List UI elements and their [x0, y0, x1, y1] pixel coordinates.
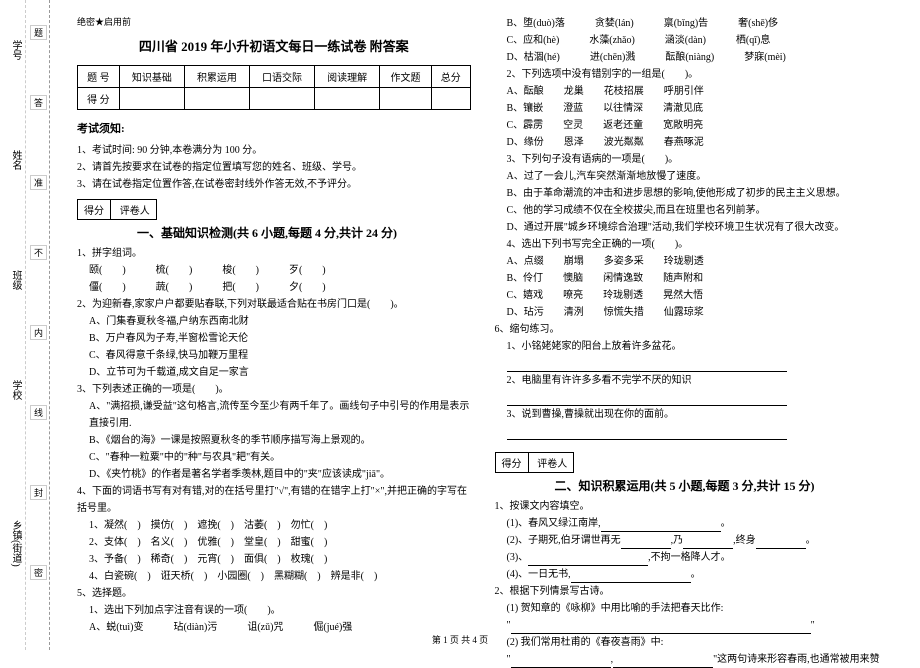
c2-l10: A、过了一会儿,汽车突然渐渐地放慢了速度。: [495, 168, 889, 185]
s2-q1b: (2)、子期死,伯牙谓世再无,乃,终身。: [495, 532, 889, 549]
c2-l4: 2、下列选项中没有错别字的一组是( )。: [495, 66, 889, 83]
q4: 4、下面的词语书写有对有错,对的在括号里打"√",有错的在错字上打"×",并把正…: [77, 483, 471, 517]
margin-xian: 线: [30, 405, 47, 420]
margin-banji: 班级: [8, 270, 23, 290]
margin-mi: 密: [30, 565, 47, 580]
section1-score-box: 得分 评卷人: [77, 199, 157, 220]
s2-score-label2: 评卷人: [531, 453, 573, 472]
secret-label: 绝密★启用前: [77, 15, 471, 28]
q1b: 僵( ) 蔬( ) 把( ) 夕( ): [77, 279, 471, 296]
c2-l7: C、霹雳 空灵 返老还童 宽敞明亮: [495, 117, 889, 134]
s2-q1: 1、按课文内容填空。: [495, 498, 889, 515]
score-c2: 积累运用: [184, 66, 249, 88]
score-h2: 得 分: [78, 88, 120, 110]
s1-score-label1: 得分: [78, 200, 111, 219]
margin-xuehao: 学号: [8, 40, 23, 60]
s2-q1a: (1)、春风又绿江南岸,。: [495, 515, 889, 532]
c2-l8: D、缘份 恩泽 波光粼粼 春燕啄泥: [495, 134, 889, 151]
score-table: 题 号 知识基础 积累运用 口语交际 阅读理解 作文题 总分 得 分: [77, 65, 471, 110]
exam-title: 四川省 2019 年小升初语文每日一练试卷 附答案: [77, 36, 471, 55]
c2-l9: 3、下列句子没有语病的一项是( )。: [495, 151, 889, 168]
q3a: A、"满招损,谦受益"这句格言,流传至今至少有两千年了。画线句子中引号的作用是表…: [77, 398, 471, 432]
c2-l3: D、枯涸(hé) 进(chēn)溅 酝酿(niàng) 梦寐(mèi): [495, 49, 889, 66]
notice-l1: 1、考试时间: 90 分钟,本卷满分为 100 分。: [77, 142, 471, 159]
margin-feng: 封: [30, 485, 47, 500]
margin-ti: 题: [30, 25, 47, 40]
q3d: D、《夹竹桃》的作者是著名学者季羡林,题目中的"夹"应该读成"jiā"。: [77, 466, 471, 483]
s2-q1d: (4)、一日无书,。: [495, 566, 889, 583]
c2-l13: D、通过开展"城乡环境综合治理"活动,我们学校环境卫生状况有了很大改变。: [495, 219, 889, 236]
q2c: C、春风得意千条绿,快马加鞭万里程: [77, 347, 471, 364]
q6a: 1、小铭姥姥家的阳台上放着许多盆花。: [495, 338, 889, 355]
score-c5: 作文题: [380, 66, 432, 88]
c2-l18: D、玷污 清洌 惊慌失措 仙露琼浆: [495, 304, 889, 321]
c2-l2: C、应和(hè) 水藻(zhǎo) 涵淡(dàn) 栖(qī)息: [495, 32, 889, 49]
c2-l11: B、由于革命潮流的冲击和进步思想的影响,使他形成了初步的民主主义思想。: [495, 185, 889, 202]
margin-zhun: 准: [30, 175, 47, 190]
q5: 5、选择题。: [77, 585, 471, 602]
section2-score-box: 得分 评卷人: [495, 452, 575, 473]
c2-l6: B、镶嵌 澄蓝 以往情深 清澈见底: [495, 100, 889, 117]
margin-nei: 内: [30, 325, 47, 340]
score-h1: 题 号: [78, 66, 120, 88]
q6-blank2: [495, 389, 889, 406]
score-c1: 知识基础: [119, 66, 184, 88]
c2-l17: C、嬉戏 嘹亮 玲珑剔透 晃然大悟: [495, 287, 889, 304]
q2: 2、为迎新春,家家户户都要贴春联,下列对联最适合贴在书房门口是( )。: [77, 296, 471, 313]
q1a: 颐( ) 梳( ) 梭( ) 歹( ): [77, 262, 471, 279]
q2d: D、立节可为千载道,成文自足一家言: [77, 364, 471, 381]
q3b: B、《烟台的海》一课是按照夏秋冬的季节顺序描写海上景观的。: [77, 432, 471, 449]
q1: 1、拼字组词。: [77, 245, 471, 262]
notice-l2: 2、请首先按要求在试卷的指定位置填写您的姓名、班级、学号。: [77, 159, 471, 176]
notice-title: 考试须知:: [77, 120, 471, 136]
margin-da: 答: [30, 95, 47, 110]
margin-xuexiao: 学校: [8, 380, 23, 400]
s1-score-label2: 评卷人: [114, 200, 156, 219]
q2b: B、万户春风为子寿,半窗松雪论天伦: [77, 330, 471, 347]
c2-l15: A、点缀 崩塌 多姿多采 玲珑剔透: [495, 253, 889, 270]
q2a: A、门集春夏秋冬福,户纳东西南北财: [77, 313, 471, 330]
q4a: 1、凝然( ) 摸仿( ) 遮挽( ) 沽萎( ) 勿忙( ): [77, 517, 471, 534]
margin-bu: 不: [30, 245, 47, 260]
score-c4: 阅读理解: [315, 66, 380, 88]
section2-title: 二、知识积累运用(共 5 小题,每题 3 分,共计 15 分): [555, 477, 889, 494]
s2-score-label1: 得分: [496, 453, 529, 472]
q4c: 3、予备( ) 稀奇( ) 元宵( ) 面俱( ) 枚瑰( ): [77, 551, 471, 568]
s2-q1c: (3)、,不拘一格降人才。: [495, 549, 889, 566]
c2-l16: B、伶仃 懊脑 闲情逸致 随声附和: [495, 270, 889, 287]
section1-title: 一、基础知识检测(共 6 小题,每题 4 分,共计 24 分): [137, 224, 471, 241]
q6-blank1: [495, 355, 889, 372]
q6b: 2、电脑里有许许多多看不完学不厌的知识: [495, 372, 889, 389]
c2-l5: A、酝酿 龙巢 花枝招展 呼朋引伴: [495, 83, 889, 100]
c2-l1: B、堕(duò)落 贪婪(lán) 禀(bǐng)告 奢(shē)侈: [495, 15, 889, 32]
q6-blank3: [495, 423, 889, 440]
s2-q2b-blank: ","这两句诗来形容春雨,也通常被用来赞: [495, 651, 889, 668]
q6: 6、缩句练习。: [495, 321, 889, 338]
notice-l3: 3、请在试卷指定位置作答,在试卷密封线外作答无效,不予评分。: [77, 176, 471, 193]
c2-l14: 4、选出下列书写完全正确的一项( )。: [495, 236, 889, 253]
margin-xingming: 姓名: [8, 150, 23, 170]
page-footer: 第 1 页 共 4 页: [0, 633, 920, 646]
q3c: C、"春种一粒粟"中的"种"与农具"耙"有关。: [77, 449, 471, 466]
s2-q2a-blank: "": [495, 617, 889, 634]
s2-q2a: (1) 贺知章的《咏柳》中用比喻的手法把春天比作:: [495, 600, 889, 617]
q5a: 1、选出下列加点字注音有误的一项( )。: [77, 602, 471, 619]
s2-q2: 2、根据下列情景写古诗。: [495, 583, 889, 600]
q4b: 2、支体( ) 名义( ) 优雅( ) 堂皇( ) 甜蜜( ): [77, 534, 471, 551]
q4d: 4、白瓷碗( ) 诳天桥( ) 小园圈( ) 黑糊糊( ) 辨是非( ): [77, 568, 471, 585]
score-c6: 总分: [431, 66, 470, 88]
q3: 3、下列表述正确的一项是( )。: [77, 381, 471, 398]
c2-l12: C、他的学习成绩不仅在全校拔尖,而且在班里也名列前茅。: [495, 202, 889, 219]
margin-xiangzhen: 乡镇(街道): [8, 520, 23, 567]
q6c: 3、说到曹操,曹操就出现在你的面前。: [495, 406, 889, 423]
score-c3: 口语交际: [249, 66, 314, 88]
